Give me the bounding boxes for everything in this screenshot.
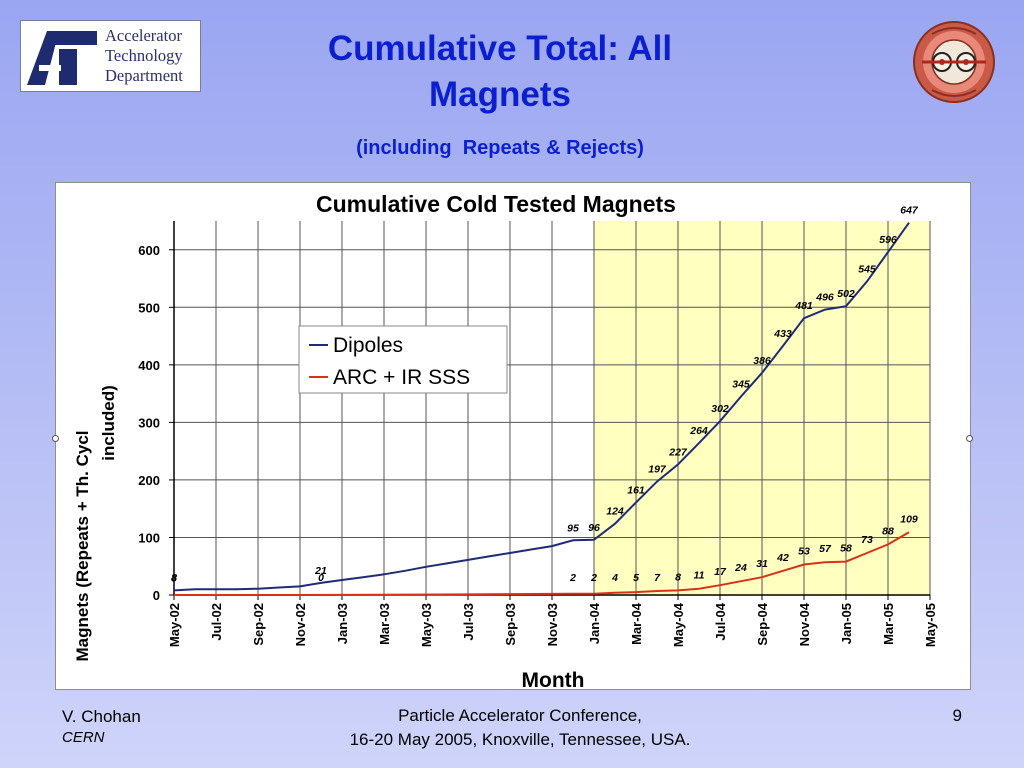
data-label: 11 — [694, 570, 705, 582]
y-tick-label: 600 — [138, 243, 160, 258]
x-tick-label: May-02 — [167, 603, 182, 647]
x-tick-label: Mar-03 — [377, 603, 392, 645]
data-label: 502 — [837, 288, 855, 300]
slide-title-line2: Magnets — [429, 75, 571, 114]
data-label: 96 — [588, 522, 600, 534]
data-label: 545 — [858, 263, 876, 275]
data-label: 227 — [668, 446, 688, 458]
chart: 0 100 200 300 400 500 600 May-02 Jul-02 Sep-02 Nov… — [73, 191, 938, 692]
data-label: 2 — [590, 572, 597, 584]
atd-logo-mark — [27, 31, 97, 85]
data-label: 5 — [633, 572, 639, 584]
data-label: 109 — [900, 513, 918, 525]
legend: Dipoles ARC + IR SSS — [298, 325, 508, 394]
data-label: 24 — [734, 562, 747, 574]
x-tick-label: Jan-04 — [587, 602, 602, 644]
slide-title-line1: Cumulative Total: All — [327, 29, 673, 68]
x-tick-label: Jul-03 — [461, 603, 476, 641]
x-tick-label: Mar-04 — [629, 602, 644, 645]
series-line-dipoles — [173, 222, 910, 592]
logo-line-accelerator: Accelerator — [105, 26, 182, 45]
resize-handle-left[interactable] — [52, 435, 59, 442]
x-tick-label: May-05 — [923, 603, 938, 647]
x-tick-label: Jul-04 — [713, 602, 728, 640]
footer-org: CERN — [62, 729, 105, 746]
legend-box — [298, 325, 508, 394]
slide-title: Cumulative Total: All Magnets — [200, 26, 800, 118]
legend-label-dipoles: Dipoles — [333, 334, 403, 357]
logo-line-technology: Technology — [105, 46, 183, 65]
y-tick-label: 500 — [138, 300, 160, 315]
data-label: 95 — [567, 522, 579, 534]
data-label: 8 — [675, 571, 681, 583]
y-tick-label: 0 — [153, 588, 160, 603]
data-label: 2 — [569, 572, 576, 584]
cern-lhc-logo-icon — [913, 21, 995, 103]
data-label: 21 — [314, 565, 327, 577]
data-label: 31 — [756, 558, 768, 570]
data-label: 264 — [689, 425, 708, 437]
atd-logo: Accelerator Technology Department — [20, 20, 201, 92]
data-label: 73 — [861, 534, 873, 546]
legend-label-arc-ir-sss: ARC + IR SSS — [333, 366, 470, 389]
data-label: 197 — [648, 464, 667, 476]
y-axis-label-line1: Magnets (Repeats + Th. Cycl — [73, 431, 92, 662]
footer-author-block: V. Chohan CERN — [62, 706, 141, 748]
resize-handle-right[interactable] — [966, 435, 973, 442]
data-label: 88 — [882, 525, 894, 537]
data-label: 53 — [798, 546, 810, 558]
footer-conference-line2: 16-20 May 2005, Knoxville, Tennessee, US… — [349, 730, 691, 749]
data-label: 17 — [714, 566, 727, 578]
data-label: 596 — [879, 234, 897, 246]
y-tick-label: 400 — [138, 358, 160, 373]
x-tick-label: Mar-05 — [881, 603, 896, 645]
logo-line-department: Department — [105, 66, 183, 85]
x-tick-label: Sep-02 — [251, 603, 266, 646]
page-number: 9 — [952, 706, 962, 725]
data-label: 496 — [815, 292, 834, 304]
x-tick-label: May-03 — [419, 603, 434, 647]
x-tick-label: Jan-05 — [839, 603, 854, 644]
data-label: 386 — [753, 355, 771, 367]
data-label: 58 — [840, 543, 852, 555]
data-label: 124 — [606, 506, 624, 518]
data-label: 161 — [627, 484, 645, 496]
data-label: 8 — [171, 572, 177, 584]
y-tick-label: 100 — [138, 530, 160, 545]
chart-title: Cumulative Cold Tested Magnets — [316, 191, 676, 217]
data-label: 4 — [611, 572, 618, 584]
y-tick-label: 300 — [138, 415, 160, 430]
slide-subtitle: (including Repeats & Rejects) — [356, 137, 644, 159]
series-line-arc-ir-sss — [174, 531, 910, 596]
data-label: 0 — [318, 572, 324, 584]
footer-author: V. Chohan — [62, 707, 141, 726]
x-tick-label: Nov-02 — [293, 603, 308, 646]
x-tick-label: Sep-04 — [755, 602, 770, 645]
x-tick-label: Jul-02 — [209, 603, 224, 641]
y-tick-label: 200 — [138, 473, 160, 488]
x-axis-label: Month — [522, 669, 585, 689]
footer-conference-line1: Particle Accelerator Conference, — [398, 706, 642, 725]
data-label: 42 — [776, 552, 789, 564]
x-tick-label: Jan-03 — [335, 603, 350, 644]
footer-conference: Particle Accelerator Conference, 16-20 M… — [270, 704, 770, 752]
data-label: 7 — [654, 572, 661, 584]
data-label: 433 — [773, 328, 792, 340]
data-label: 302 — [711, 403, 729, 415]
data-label: 345 — [732, 378, 750, 390]
y-axis-label-line2: included) — [99, 385, 118, 461]
data-label: 8 — [171, 572, 177, 584]
x-tick-label: Sep-03 — [503, 603, 518, 646]
x-tick-label: Nov-03 — [545, 603, 560, 646]
chart-frame: 0 100 200 300 400 500 600 May-02 Jul-02 Sep-02 Nov… — [55, 182, 971, 692]
x-tick-label: Nov-04 — [797, 602, 812, 646]
data-label: 57 — [819, 543, 832, 555]
data-label: 481 — [794, 300, 813, 312]
data-label: 647 — [900, 205, 919, 217]
x-tick-label: May-04 — [671, 602, 686, 647]
